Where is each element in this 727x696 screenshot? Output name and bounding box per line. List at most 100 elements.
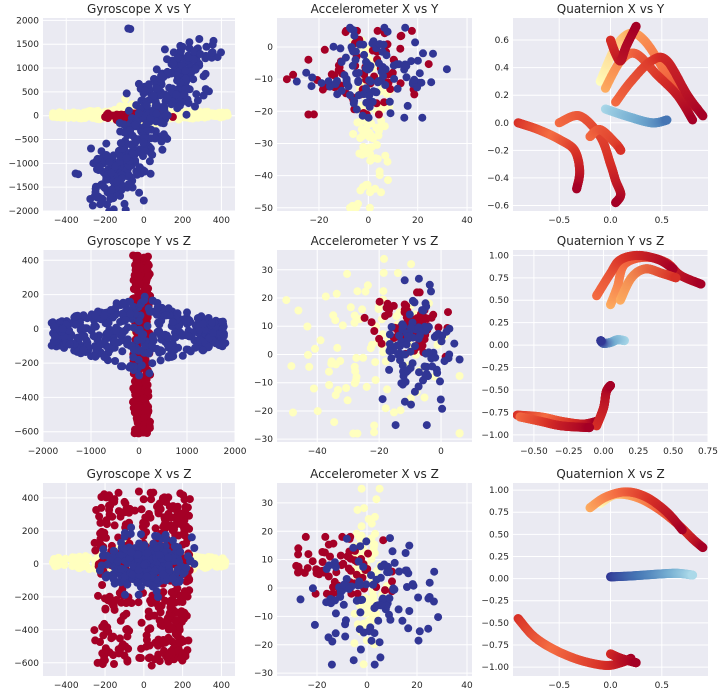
data-point [427, 354, 436, 363]
data-point [79, 345, 88, 354]
y-tick-label: −50 [254, 204, 273, 214]
scatter-points [282, 254, 464, 438]
data-point [137, 361, 146, 370]
data-point [424, 348, 433, 357]
data-point [199, 319, 207, 328]
data-point [145, 157, 154, 166]
data-point [132, 251, 141, 260]
y-tick-label: −400 [14, 626, 39, 636]
y-tick-label: −0.50 [481, 386, 509, 396]
data-point [391, 421, 400, 430]
data-point [147, 307, 156, 316]
data-point [159, 102, 168, 111]
data-point [119, 120, 128, 129]
data-point [93, 154, 102, 163]
data-point [402, 73, 411, 82]
data-point [375, 297, 384, 306]
data-point [354, 78, 363, 86]
data-point [200, 558, 209, 567]
x-tick-label: 1000 [176, 447, 199, 457]
data-point [133, 416, 142, 425]
data-point [366, 77, 375, 86]
x-tick-label: 0 [438, 447, 444, 457]
data-point [349, 99, 358, 108]
data-point [445, 350, 454, 359]
data-point [419, 376, 427, 385]
data-point [110, 521, 119, 530]
data-point [418, 306, 427, 315]
data-point [126, 297, 135, 306]
data-point [135, 188, 144, 197]
data-point [381, 312, 390, 320]
data-point [395, 331, 404, 340]
data-point [383, 157, 392, 166]
data-point [321, 292, 330, 301]
data-point [415, 368, 423, 377]
scatter-points [48, 24, 232, 211]
data-point [157, 118, 166, 127]
data-point [121, 499, 130, 508]
data-point [385, 330, 394, 339]
data-point [153, 101, 162, 110]
data-point [163, 341, 172, 350]
x-tick-label: −1000 [76, 447, 107, 457]
data-point [383, 299, 392, 308]
data-point [304, 350, 312, 359]
data-point [433, 368, 442, 377]
data-point [209, 329, 217, 337]
data-point [318, 85, 327, 94]
data-point [186, 347, 195, 356]
data-point [163, 55, 171, 64]
scatter-points [513, 250, 706, 433]
data-point [414, 382, 423, 391]
data-point [394, 60, 403, 69]
subplot-4: −2000 −1000 0 1000 2000−600−400−2000200400Gy… [14, 234, 246, 457]
data-point [219, 331, 228, 340]
data-point [313, 407, 322, 416]
data-point [176, 41, 185, 50]
data-point [100, 311, 108, 320]
data-point [303, 322, 312, 331]
data-point [367, 318, 376, 327]
y-tick-label: 20 [262, 294, 274, 304]
x-tick-label: −0.50 [520, 447, 548, 457]
data-point [93, 106, 102, 115]
data-point [631, 21, 641, 31]
data-point [371, 376, 380, 384]
data-point [668, 264, 678, 274]
data-point [201, 111, 210, 120]
data-point [410, 298, 419, 307]
data-point [415, 331, 424, 340]
data-point [128, 149, 137, 158]
data-point [358, 305, 367, 314]
data-point [352, 105, 361, 114]
subplot-title: Quaternion X vs Y [557, 2, 665, 16]
data-point [688, 115, 698, 125]
data-point [374, 110, 383, 119]
x-tick-label: −0.5 [548, 216, 570, 226]
x-tick-label: −20 [309, 216, 328, 226]
data-point [122, 153, 131, 162]
data-point [401, 23, 410, 32]
data-point [400, 397, 409, 406]
data-point [90, 322, 99, 331]
x-tick-label: 200 [174, 681, 191, 691]
data-point [413, 56, 422, 65]
data-point [437, 337, 446, 346]
data-point [420, 362, 429, 371]
data-point [390, 408, 398, 417]
subplot-title: Gyroscope Y vs Z [87, 234, 191, 248]
data-point [104, 344, 113, 353]
data-point [117, 362, 125, 371]
data-point [169, 352, 178, 361]
data-point [311, 344, 319, 353]
data-point [585, 423, 595, 433]
data-point [157, 71, 166, 80]
data-point [71, 312, 80, 321]
y-tick-label: 0.75 [489, 274, 509, 284]
data-point [199, 346, 207, 355]
data-point [195, 326, 204, 335]
data-point [393, 269, 402, 277]
data-point [52, 558, 61, 567]
